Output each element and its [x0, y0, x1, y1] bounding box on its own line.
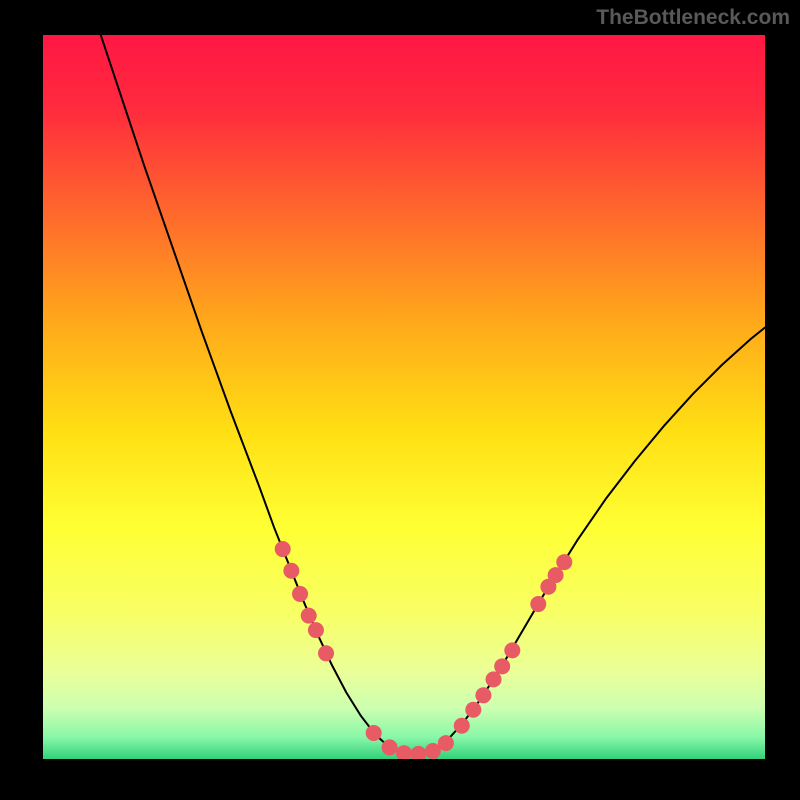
data-marker — [308, 622, 324, 638]
chart-container: TheBottleneck.com — [0, 0, 800, 800]
data-marker — [366, 725, 382, 741]
watermark-text: TheBottleneck.com — [596, 6, 790, 30]
data-marker — [556, 554, 572, 570]
data-marker — [438, 735, 454, 751]
data-marker — [494, 658, 510, 674]
data-marker — [486, 671, 502, 687]
data-marker — [504, 642, 520, 658]
data-marker — [283, 563, 299, 579]
data-marker — [530, 596, 546, 612]
data-marker — [548, 567, 564, 583]
data-marker — [454, 718, 470, 734]
data-marker — [292, 586, 308, 602]
chart-svg — [43, 35, 765, 759]
data-marker — [275, 541, 291, 557]
data-marker — [318, 645, 334, 661]
plot-area — [43, 35, 765, 759]
data-marker — [382, 739, 398, 755]
data-marker — [465, 702, 481, 718]
data-marker — [301, 608, 317, 624]
data-marker — [475, 687, 491, 703]
